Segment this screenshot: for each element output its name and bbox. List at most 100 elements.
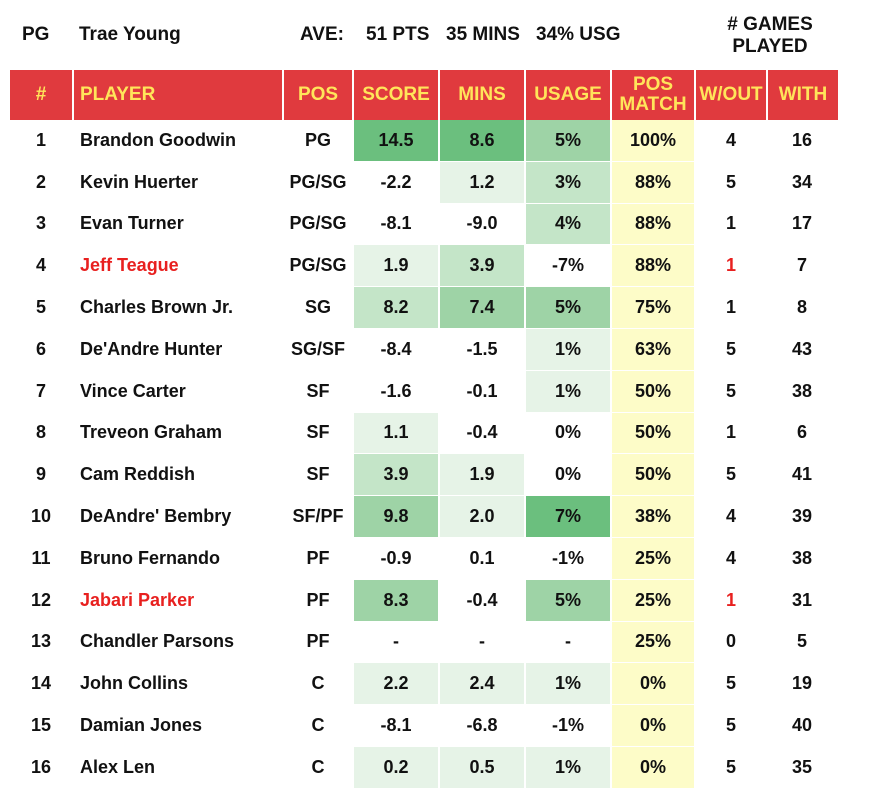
cell-with: 40: [768, 705, 838, 747]
cell-without: 5: [696, 746, 768, 789]
cell-usage: 5%: [526, 579, 612, 622]
cell-score: -8.4: [354, 328, 440, 371]
cell-score: 0.2: [354, 746, 440, 789]
cell-rank: 10: [10, 496, 74, 538]
table-row: 11 Bruno Fernando PF -0.9 0.1 -1% 25% 4 38: [10, 537, 838, 580]
cell-mins: -0.4: [440, 412, 526, 455]
cell-rank: 15: [10, 705, 74, 747]
cell-with: 43: [768, 328, 838, 371]
cell-player: Damian Jones: [74, 705, 284, 747]
cell-pos-match: 0%: [612, 705, 696, 747]
cell-mins: -: [440, 621, 526, 664]
cell-player: Brandon Goodwin: [74, 120, 284, 162]
cell-player: Bruno Fernando: [74, 537, 284, 580]
cell-without: 1: [696, 203, 768, 246]
cell-pos: PG/SG: [284, 203, 354, 246]
cell-player: Evan Turner: [74, 203, 284, 246]
cell-usage: 5%: [526, 287, 612, 329]
col-header-pos-match[interactable]: POS MATCH: [612, 70, 696, 120]
cell-without: 1: [696, 287, 768, 329]
header-pts: 51 PTS: [366, 24, 430, 45]
cell-player: Charles Brown Jr.: [74, 287, 284, 329]
cell-pos-match: 0%: [612, 663, 696, 706]
cell-without: 4: [696, 120, 768, 162]
cell-pos-match: 63%: [612, 328, 696, 371]
cell-without: 4: [696, 496, 768, 538]
col-header-usage[interactable]: USAGE: [526, 70, 612, 120]
cell-pos: PF: [284, 537, 354, 580]
table-row: 12 Jabari Parker PF 8.3 -0.4 5% 25% 1 31: [10, 579, 838, 622]
cell-pos-match: 50%: [612, 412, 696, 455]
cell-with: 38: [768, 537, 838, 580]
col-header-pos-match-word: MATCH: [619, 94, 687, 115]
cell-with: 8: [768, 287, 838, 329]
cell-pos: SF: [284, 412, 354, 455]
cell-rank: 3: [10, 203, 74, 246]
cell-mins: 2.4: [440, 663, 526, 706]
header-usg: 34% USG: [536, 24, 621, 45]
cell-rank: 12: [10, 579, 74, 622]
cell-pos: SG/SF: [284, 328, 354, 371]
cell-with: 7: [768, 245, 838, 288]
cell-usage: -: [526, 621, 612, 664]
cell-mins: 0.1: [440, 537, 526, 580]
cell-without: 5: [696, 705, 768, 747]
cell-pos: PG/SG: [284, 161, 354, 204]
cell-pos: PF: [284, 579, 354, 622]
cell-rank: 2: [10, 161, 74, 204]
cell-score: 9.8: [354, 496, 440, 538]
cell-usage: 1%: [526, 746, 612, 789]
cell-mins: 1.2: [440, 161, 526, 204]
col-header-with[interactable]: WITH: [768, 70, 838, 120]
cell-pos: SF/PF: [284, 496, 354, 538]
cell-without: 5: [696, 663, 768, 706]
cell-rank: 13: [10, 621, 74, 664]
cell-pos-match: 88%: [612, 203, 696, 246]
table-row: 15 Damian Jones C -8.1 -6.8 -1% 0% 5 40: [10, 705, 838, 747]
player-table: # PLAYER POS SCORE MINS USAGE POS MATCH W…: [10, 70, 838, 789]
cell-with: 41: [768, 454, 838, 497]
cell-pos-match: 25%: [612, 621, 696, 664]
cell-score: 2.2: [354, 663, 440, 706]
cell-pos: PG: [284, 120, 354, 162]
cell-without: 0: [696, 621, 768, 664]
cell-player: Cam Reddish: [74, 454, 284, 497]
col-header-without[interactable]: W/OUT: [696, 70, 768, 120]
table-row: 7 Vince Carter SF -1.6 -0.1 1% 50% 5 38: [10, 370, 838, 413]
cell-with: 6: [768, 412, 838, 455]
cell-mins: -0.1: [440, 370, 526, 413]
table-row: 3 Evan Turner PG/SG -8.1 -9.0 4% 88% 1 17: [10, 203, 838, 246]
cell-player: Jeff Teague: [74, 245, 284, 288]
cell-pos-match: 38%: [612, 496, 696, 538]
cell-mins: 8.6: [440, 120, 526, 162]
col-header-pos[interactable]: POS: [284, 70, 354, 120]
col-header-mins[interactable]: MINS: [440, 70, 526, 120]
cell-player: John Collins: [74, 663, 284, 706]
cell-with: 17: [768, 203, 838, 246]
cell-pos: SG: [284, 287, 354, 329]
col-header-rank[interactable]: #: [10, 70, 74, 120]
table-row: 2 Kevin Huerter PG/SG -2.2 1.2 3% 88% 5 34: [10, 161, 838, 204]
col-header-player[interactable]: PLAYER: [74, 70, 284, 120]
cell-pos-match: 88%: [612, 245, 696, 288]
cell-with: 34: [768, 161, 838, 204]
cell-score: -1.6: [354, 370, 440, 413]
table-row: 1 Brandon Goodwin PG 14.5 8.6 5% 100% 4 16: [10, 120, 838, 162]
table-row: 6 De'Andre Hunter SG/SF -8.4 -1.5 1% 63% 5 43: [10, 328, 838, 371]
cell-player: De'Andre Hunter: [74, 328, 284, 371]
cell-rank: 9: [10, 454, 74, 497]
cell-pos-match: 25%: [612, 579, 696, 622]
cell-score: -8.1: [354, 705, 440, 747]
cell-mins: -9.0: [440, 203, 526, 246]
cell-pos: PG/SG: [284, 245, 354, 288]
cell-without: 5: [696, 370, 768, 413]
cell-pos: C: [284, 705, 354, 747]
cell-player: Treveon Graham: [74, 412, 284, 455]
cell-without: 4: [696, 537, 768, 580]
cell-player: Alex Len: [74, 746, 284, 789]
table-row: 13 Chandler Parsons PF - - -25% 0 5: [10, 621, 838, 664]
col-header-score[interactable]: SCORE: [354, 70, 440, 120]
cell-usage: 1%: [526, 328, 612, 371]
cell-rank: 6: [10, 328, 74, 371]
cell-player: Vince Carter: [74, 370, 284, 413]
